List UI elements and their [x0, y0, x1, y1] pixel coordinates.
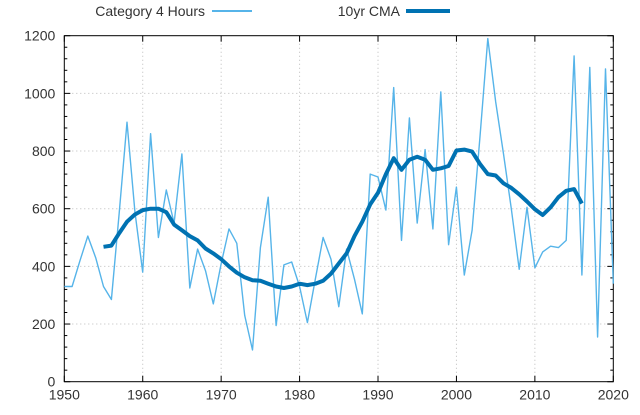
- x-tick-label: 1990: [362, 387, 393, 403]
- legend-label-category-4-hours: Category 4 Hours: [95, 3, 205, 19]
- x-tick-label: 2010: [519, 387, 550, 403]
- y-tick-label: 1200: [24, 28, 55, 44]
- y-tick-label: 0: [48, 374, 56, 390]
- x-tick-label: 1950: [49, 387, 80, 403]
- x-tick-label: 2020: [598, 387, 629, 403]
- series-line-1: [103, 147, 584, 290]
- x-tick-label: 1970: [206, 387, 237, 403]
- y-tick-label: 1000: [24, 85, 55, 101]
- x-tick-label: 1980: [284, 387, 315, 403]
- y-tick-label: 200: [32, 316, 56, 332]
- legend-label-10yr-cma: 10yr CMA: [337, 3, 400, 19]
- series-line-0: [64, 37, 614, 351]
- y-tick-label: 800: [32, 143, 56, 159]
- y-tick-label: 400: [32, 258, 56, 274]
- legend-line-sample-category-4-hours: [212, 10, 252, 12]
- x-tick-label: 2000: [441, 387, 472, 403]
- y-tick-label: 600: [32, 201, 56, 217]
- x-tick-label: 1960: [127, 387, 158, 403]
- legend-line-sample-10yr-cma: [406, 9, 450, 13]
